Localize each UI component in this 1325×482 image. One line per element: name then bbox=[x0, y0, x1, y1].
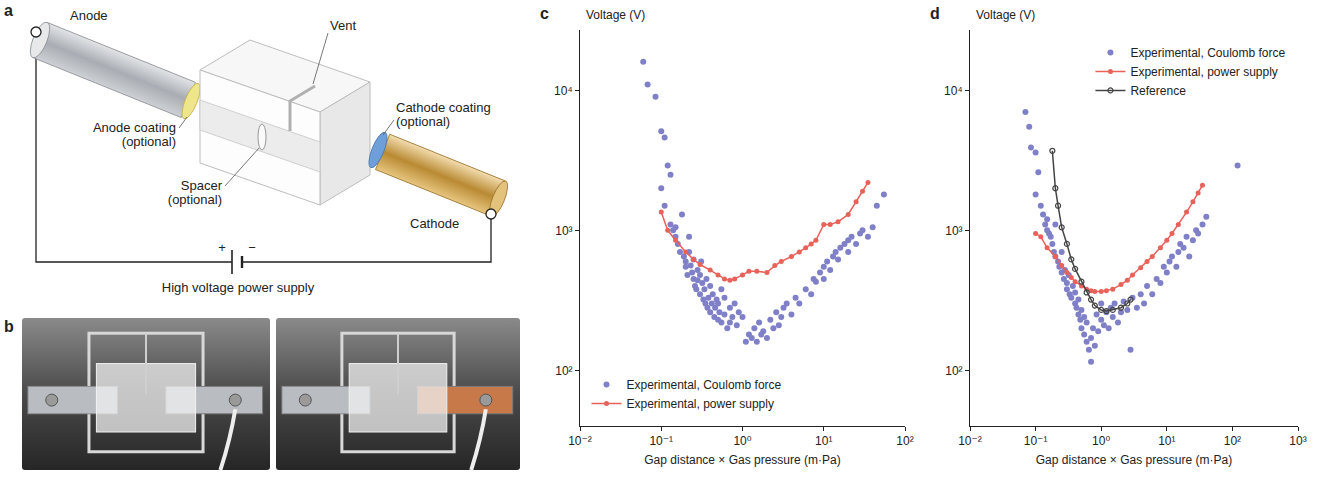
svg-text:Cathode: Cathode bbox=[410, 216, 459, 231]
svg-text:Voltage (V): Voltage (V) bbox=[976, 8, 1035, 22]
svg-text:High voltage power supply: High voltage power supply bbox=[162, 280, 315, 295]
svg-text:10⁴: 10⁴ bbox=[944, 84, 963, 98]
svg-text:10²: 10² bbox=[896, 434, 913, 448]
svg-text:10⁰: 10⁰ bbox=[733, 434, 751, 448]
svg-text:10¹: 10¹ bbox=[815, 434, 832, 448]
svg-text:c: c bbox=[540, 5, 549, 22]
svg-text:b: b bbox=[4, 318, 14, 335]
svg-text:Anode: Anode bbox=[70, 8, 108, 23]
svg-text:−: − bbox=[248, 240, 256, 255]
svg-text:10²: 10² bbox=[555, 364, 572, 378]
svg-text:10⁻¹: 10⁻¹ bbox=[1024, 434, 1048, 448]
svg-text:10⁰: 10⁰ bbox=[1092, 434, 1110, 448]
svg-text:10⁴: 10⁴ bbox=[554, 84, 573, 98]
svg-text:Experimental, power supply: Experimental, power supply bbox=[627, 397, 774, 411]
svg-text:Gap distance × Gas pressure (m: Gap distance × Gas pressure (m·Pa) bbox=[1036, 453, 1232, 467]
svg-text:Cathode coating(optional): Cathode coating(optional) bbox=[396, 100, 491, 129]
svg-text:a: a bbox=[4, 2, 13, 19]
svg-text:10⁻²: 10⁻² bbox=[958, 434, 982, 448]
svg-text:Vent: Vent bbox=[330, 18, 356, 33]
svg-text:10¹: 10¹ bbox=[1158, 434, 1175, 448]
svg-text:10²: 10² bbox=[1224, 434, 1241, 448]
svg-text:10²: 10² bbox=[945, 364, 962, 378]
svg-text:d: d bbox=[930, 5, 940, 22]
svg-text:10⁻¹: 10⁻¹ bbox=[649, 434, 673, 448]
svg-text:10³: 10³ bbox=[1289, 434, 1306, 448]
svg-text:Anode coating(optional): Anode coating(optional) bbox=[93, 120, 176, 149]
svg-text:Experimental, Coulomb force: Experimental, Coulomb force bbox=[1130, 46, 1285, 60]
svg-text:Voltage (V): Voltage (V) bbox=[586, 8, 645, 22]
svg-text:Spacer(optional): Spacer(optional) bbox=[168, 178, 223, 207]
svg-text:Experimental, power supply: Experimental, power supply bbox=[1130, 65, 1277, 79]
svg-text:10³: 10³ bbox=[945, 224, 962, 238]
svg-text:10³: 10³ bbox=[555, 224, 572, 238]
svg-text:Experimental, Coulomb force: Experimental, Coulomb force bbox=[627, 378, 782, 392]
svg-text:Gap distance × Gas pressure (m: Gap distance × Gas pressure (m·Pa) bbox=[644, 453, 840, 467]
svg-text:Reference: Reference bbox=[1130, 84, 1186, 98]
svg-text:10⁻²: 10⁻² bbox=[568, 434, 592, 448]
svg-text:+: + bbox=[218, 240, 226, 255]
